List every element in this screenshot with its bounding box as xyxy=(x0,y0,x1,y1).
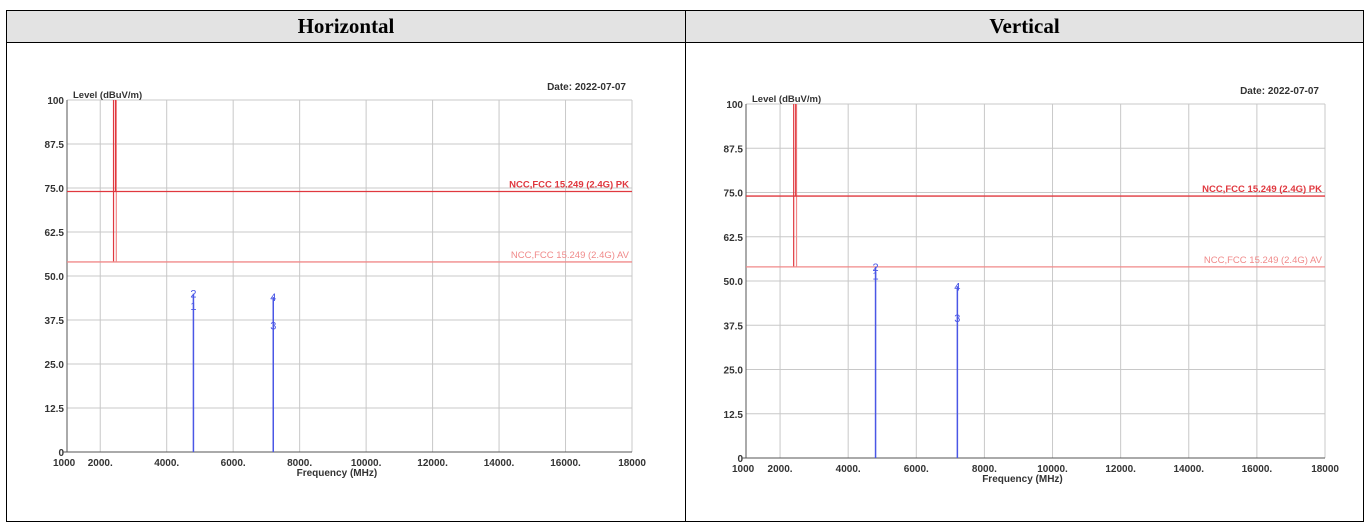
y-tick-label: 100 xyxy=(47,96,64,107)
limit-label-av: NCC,FCC 15.249 (2.4G) AV xyxy=(1204,255,1323,266)
y-tick-label: 50.0 xyxy=(45,272,65,283)
y-tick-label: 0 xyxy=(58,448,64,459)
x-tick-label: 6000. xyxy=(221,458,246,469)
y-axis-label: Level (dBuV/m) xyxy=(73,90,142,101)
marker-label: 2 xyxy=(872,262,878,274)
y-tick-label: 75.0 xyxy=(45,184,65,195)
y-tick-label: 37.5 xyxy=(45,316,65,327)
chart-horizontal: 0 12.5 25.0 37.5 50.0 62.5 75.0 87.5 100 1000 2000… xyxy=(45,82,647,479)
chart-vertical: 0 12.5 25.0 37.5 50.0 62.5 75.0 87.5 100 1000 2000… xyxy=(724,86,1340,485)
y-axis-label: Level (dBuV/m) xyxy=(752,94,821,105)
x-tick-label: 14000. xyxy=(484,458,515,469)
x-tick-label: 4000. xyxy=(154,458,179,469)
marker-label: 4 xyxy=(270,292,276,304)
marker-label: 3 xyxy=(954,313,960,325)
x-tick-label: 16000. xyxy=(550,458,581,469)
y-tick-label: 87.5 xyxy=(45,140,65,151)
y-tick-label: 87.5 xyxy=(724,144,744,155)
x-tick-label: 14000. xyxy=(1173,464,1204,475)
y-tick-label: 62.5 xyxy=(724,233,744,244)
marker-label: 1 xyxy=(872,271,878,283)
x-tick-label: 18000 xyxy=(618,458,646,469)
date-label: Date: 2022-07-07 xyxy=(547,82,626,93)
y-tick-label: 12.5 xyxy=(45,404,65,415)
y-tick-label: 0 xyxy=(737,454,743,465)
y-tick-label: 62.5 xyxy=(45,228,65,239)
x-tick-label: 12000. xyxy=(1105,464,1136,475)
y-tick-label: 25.0 xyxy=(724,366,744,377)
x-tick-label: 1000 xyxy=(53,458,76,469)
x-tick-label: 10000. xyxy=(1037,464,1068,475)
limit-label-pk: NCC,FCC 15.249 (2.4G) PK xyxy=(1202,184,1322,195)
x-axis-label: Frequency (MHz) xyxy=(297,468,378,479)
cell-horizontal: 0 12.5 25.0 37.5 50.0 62.5 75.0 87.5 100 1000 2000… xyxy=(6,42,686,522)
marker-label: 2 xyxy=(190,289,196,301)
x-tick-label: 1000 xyxy=(732,464,755,475)
marker-label: 4 xyxy=(954,281,960,293)
limit-label-av: NCC,FCC 15.249 (2.4G) AV xyxy=(511,250,630,261)
y-tick-label: 50.0 xyxy=(724,277,744,288)
x-tick-label: 2000. xyxy=(88,458,113,469)
cell-vertical: 0 12.5 25.0 37.5 50.0 62.5 75.0 87.5 100 1000 2000… xyxy=(685,42,1364,522)
header-vertical: Vertical xyxy=(685,10,1364,43)
x-tick-label: 12000. xyxy=(417,458,448,469)
x-tick-label: 4000. xyxy=(836,464,861,475)
marker-label: 1 xyxy=(190,301,196,313)
y-tick-label: 75.0 xyxy=(724,189,744,200)
x-tick-label: 18000 xyxy=(1311,464,1339,475)
header-horizontal: Horizontal xyxy=(6,10,686,43)
y-tick-label: 100 xyxy=(726,100,743,111)
x-axis-label: Frequency (MHz) xyxy=(982,474,1063,485)
marker-label: 3 xyxy=(270,320,276,332)
x-tick-label: 16000. xyxy=(1242,464,1273,475)
y-tick-label: 25.0 xyxy=(45,360,65,371)
y-tick-label: 37.5 xyxy=(724,321,744,332)
x-tick-label: 8000. xyxy=(287,458,312,469)
y-tick-label: 12.5 xyxy=(724,410,744,421)
x-tick-label: 2000. xyxy=(768,464,793,475)
results-table: Horizontal Vertical 0 12.5 25.0 37.5 50.0 62.… xyxy=(6,10,1364,522)
x-tick-label: 10000. xyxy=(351,458,382,469)
x-tick-label: 6000. xyxy=(904,464,929,475)
x-tick-label: 8000. xyxy=(972,464,997,475)
date-label: Date: 2022-07-07 xyxy=(1240,86,1319,97)
limit-label-pk: NCC,FCC 15.249 (2.4G) PK xyxy=(509,180,629,191)
